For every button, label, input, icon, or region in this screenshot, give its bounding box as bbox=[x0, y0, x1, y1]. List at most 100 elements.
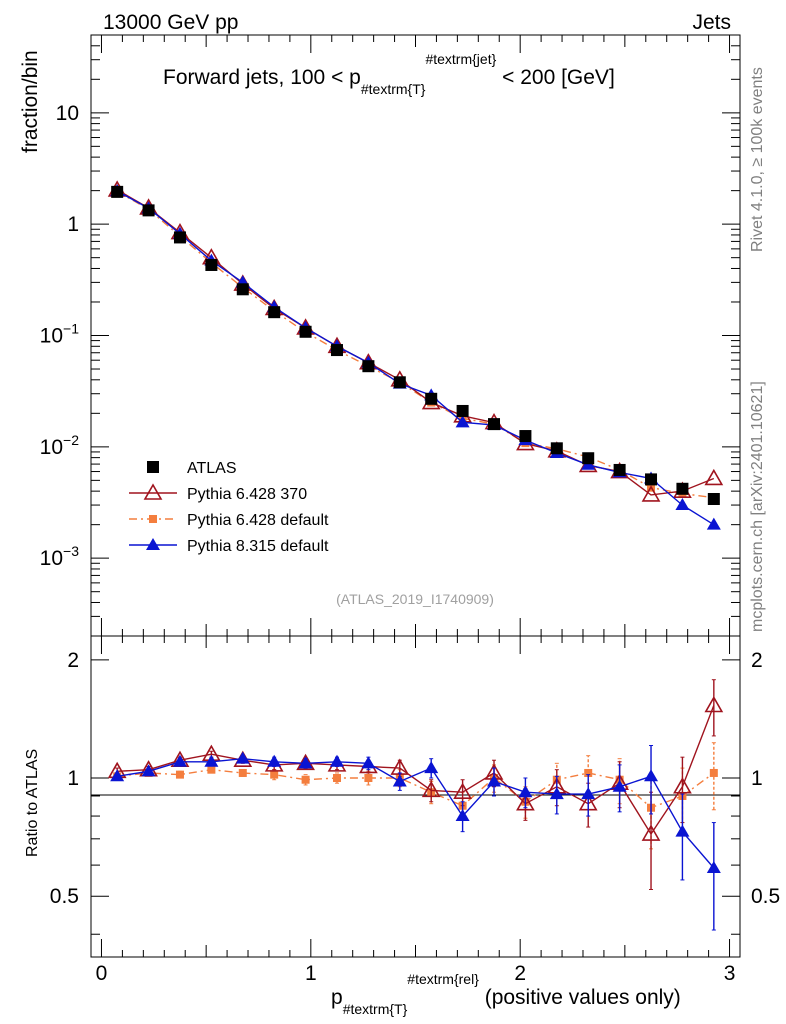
ratio-point bbox=[581, 787, 596, 800]
ratio-point bbox=[141, 764, 156, 777]
ratio-series-group bbox=[107, 679, 724, 931]
ratio-point bbox=[516, 794, 535, 811]
y-tick-label: 10−2 bbox=[40, 432, 80, 459]
ratio-point bbox=[612, 779, 627, 792]
ratio-point bbox=[238, 768, 247, 777]
legend-label: Pythia 6.428 370 bbox=[187, 486, 307, 503]
data-point bbox=[456, 404, 469, 417]
ratio-point bbox=[455, 809, 470, 822]
data-point bbox=[330, 344, 343, 357]
data-point bbox=[706, 517, 721, 530]
ratio-series-pythia-8-315-default bbox=[110, 745, 721, 931]
data-point bbox=[299, 325, 312, 338]
ratio-point bbox=[644, 769, 659, 782]
ratio-point bbox=[296, 753, 315, 771]
ratio-point bbox=[453, 782, 472, 800]
data-point bbox=[613, 463, 626, 476]
chart-title: Forward jets, 100 < p#textrm{T}#textrm{j… bbox=[163, 51, 615, 97]
series-pythia-6-428-default bbox=[113, 187, 718, 502]
rivet-version-label: Rivet 4.1.0, ≥ 100k events bbox=[749, 67, 766, 252]
data-point bbox=[111, 185, 124, 198]
ratio-point bbox=[110, 769, 125, 782]
y-tick-label: 10−3 bbox=[40, 543, 80, 570]
ratio-axis-ticks: 0 1 2 3 2 2 1 1 0.5 0.5 bbox=[50, 636, 780, 985]
legend-marker bbox=[147, 461, 159, 473]
ratio-point bbox=[332, 774, 341, 783]
legend-label: Pythia 6.428 default bbox=[187, 512, 329, 529]
data-point bbox=[641, 485, 661, 502]
ratio-point bbox=[298, 756, 313, 769]
analysis-id-label: (ATLAS_2019_I1740909) bbox=[336, 591, 494, 607]
data-point bbox=[425, 392, 438, 405]
main-axis-ticks: 10 1 10−1 10−2 10−3 bbox=[40, 34, 740, 637]
x-tick-label: 3 bbox=[724, 962, 736, 985]
ratio-y-axis-label: Ratio to ATLAS bbox=[24, 749, 41, 857]
legend-item: ATLAS bbox=[147, 460, 237, 477]
ratio-line bbox=[117, 768, 715, 809]
ratio-point bbox=[421, 780, 441, 798]
ratio-tick-label: 0.5 bbox=[50, 885, 79, 908]
data-point bbox=[582, 452, 595, 465]
data-point bbox=[142, 204, 155, 217]
y-axis-label: fraction/bin bbox=[19, 50, 42, 153]
ratio-point bbox=[267, 754, 282, 767]
y-tick-label: 10 bbox=[56, 102, 79, 125]
ratio-tick-label-right: 1 bbox=[751, 767, 763, 790]
ratio-point bbox=[301, 775, 310, 784]
ratio-plot-frame bbox=[90, 635, 741, 958]
ratio-tick-label: 2 bbox=[67, 649, 79, 672]
series-atlas bbox=[111, 185, 720, 506]
ratio-point bbox=[361, 756, 376, 769]
ratio-point bbox=[329, 754, 344, 767]
data-point bbox=[362, 360, 375, 373]
data-point bbox=[676, 482, 689, 495]
x-tick-label: 2 bbox=[514, 962, 526, 985]
data-point bbox=[519, 430, 532, 443]
ratio-point bbox=[706, 860, 721, 873]
data-point bbox=[205, 258, 218, 271]
legend-label: Pythia 8.315 default bbox=[187, 538, 329, 555]
data-point bbox=[550, 442, 563, 455]
ratio-point bbox=[709, 768, 718, 777]
data-point bbox=[455, 415, 470, 428]
data-point bbox=[393, 376, 406, 389]
ratio-point bbox=[207, 765, 216, 774]
ratio-line bbox=[117, 757, 715, 869]
ratio-point bbox=[704, 695, 724, 713]
main-series-group bbox=[107, 180, 724, 530]
ratio-tick-label: 1 bbox=[67, 767, 79, 790]
legend-label: ATLAS bbox=[187, 460, 237, 477]
data-point bbox=[578, 455, 598, 473]
ratio-point bbox=[364, 774, 373, 783]
legend-item: Pythia 6.428 370 bbox=[129, 483, 307, 503]
ratio-point bbox=[584, 768, 593, 777]
legend-marker bbox=[146, 538, 160, 550]
ratio-point bbox=[235, 751, 250, 764]
legend: ATLAS Pythia 6.428 370 Pythia 6.428 defaul… bbox=[129, 460, 329, 555]
data-point bbox=[268, 306, 281, 319]
data-point bbox=[488, 418, 501, 431]
ratio-point bbox=[673, 777, 692, 794]
ratio-point bbox=[270, 770, 279, 779]
series-line bbox=[116, 189, 715, 496]
ratio-point bbox=[175, 770, 184, 779]
mcplots-label: mcplots.cern.ch [arXiv:2401.10621] bbox=[749, 381, 766, 632]
y-tick-label: 10−1 bbox=[40, 321, 80, 348]
legend-marker bbox=[149, 515, 157, 523]
ratio-point bbox=[549, 787, 564, 800]
ratio-tick-label-right: 0.5 bbox=[751, 885, 780, 908]
x-tick-label: 1 bbox=[305, 962, 317, 985]
legend-item: Pythia 8.315 default bbox=[129, 538, 329, 555]
data-point bbox=[675, 498, 690, 511]
ratio-point bbox=[424, 761, 439, 774]
ratio-point bbox=[675, 824, 690, 837]
data-point bbox=[704, 468, 724, 486]
y-tick-label: 1 bbox=[67, 213, 79, 236]
legend-marker bbox=[143, 483, 163, 500]
ratio-point bbox=[641, 824, 661, 841]
series-pythia-6-428-370 bbox=[107, 180, 724, 502]
data-point bbox=[236, 283, 249, 296]
ratio-point bbox=[392, 774, 407, 787]
ratio-point bbox=[518, 785, 533, 798]
